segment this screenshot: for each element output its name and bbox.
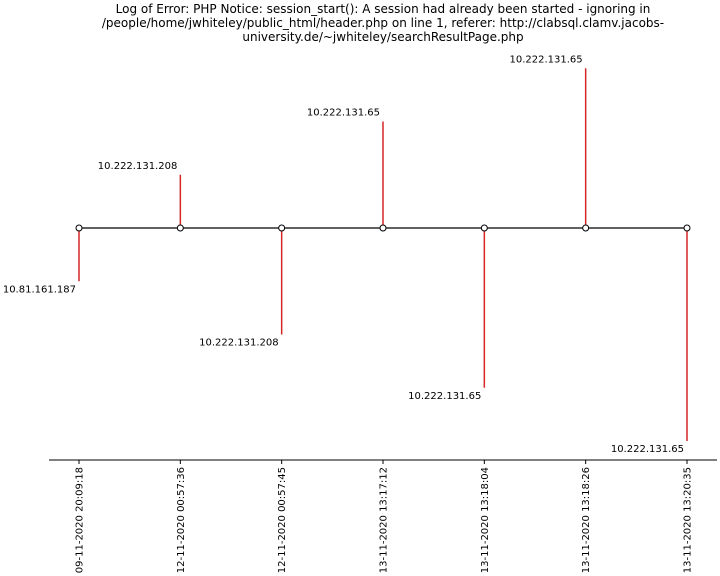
event-label: 10.222.131.65 bbox=[509, 54, 582, 65]
event-label: 10.222.131.65 bbox=[408, 391, 481, 402]
event-marker bbox=[683, 224, 691, 232]
stems-layer bbox=[78, 68, 688, 441]
event-label: 10.222.131.208 bbox=[98, 161, 178, 172]
x-tick-label: 13-11-2020 13:20:35 bbox=[683, 467, 694, 573]
x-tick-label: 13-11-2020 13:18:04 bbox=[480, 467, 491, 573]
event-marker bbox=[582, 224, 590, 232]
event-label: 10.222.131.65 bbox=[307, 108, 380, 119]
x-tick-label: 13-11-2020 13:18:26 bbox=[581, 467, 592, 573]
event-marker bbox=[480, 224, 488, 232]
x-tick-label: 12-11-2020 00:57:36 bbox=[176, 467, 187, 573]
x-tick-label: 13-11-2020 13:17:12 bbox=[379, 467, 390, 573]
x-ticks-layer: 09-11-2020 20:09:18 12-11-2020 00:57:36 12… bbox=[75, 460, 694, 573]
markers-layer bbox=[75, 224, 691, 232]
chart-title: Log of Error: PHP Notice: session_start(… bbox=[101, 2, 665, 44]
x-tick-label: 09-11-2020 20:09:18 bbox=[75, 467, 86, 573]
event-marker bbox=[379, 224, 387, 232]
labels-layer: 10.81.161.187 10.222.131.208 10.222.131.20… bbox=[3, 54, 684, 455]
event-marker bbox=[176, 224, 184, 232]
event-label: 10.81.161.187 bbox=[3, 284, 76, 295]
event-label: 10.222.131.65 bbox=[611, 444, 684, 455]
x-tick-label: 12-11-2020 00:57:45 bbox=[277, 467, 288, 573]
event-label: 10.222.131.208 bbox=[199, 338, 279, 349]
event-marker bbox=[278, 224, 286, 232]
event-marker bbox=[75, 224, 83, 232]
